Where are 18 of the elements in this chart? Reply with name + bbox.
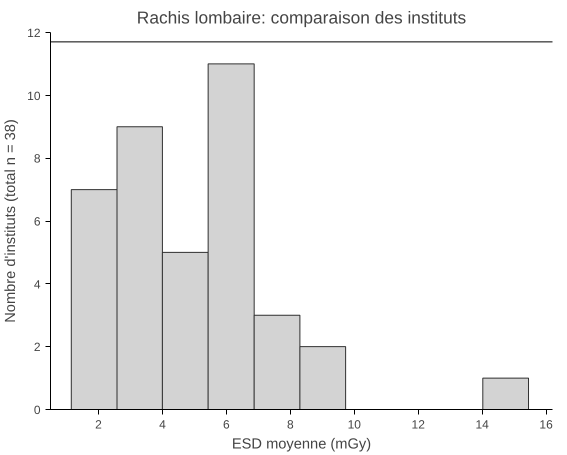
x-tick-label: 2 [95, 418, 102, 432]
x-tick-label: 16 [539, 418, 554, 432]
chart-title: Rachis lombaire: comparaison des instituts [136, 8, 467, 28]
y-tick-label: 2 [34, 340, 41, 354]
y-tick-label: 10 [27, 88, 41, 103]
x-tick-label: 10 [348, 418, 362, 432]
x-tick-label: 6 [223, 418, 230, 432]
y-tick-label: 4 [34, 277, 41, 292]
y-tick-label: 12 [27, 26, 41, 40]
x-tick-label: 4 [159, 418, 166, 432]
y-axis-title: Nombre d'instituts (total n = 38) [3, 119, 20, 323]
y-tick-label: 6 [34, 214, 41, 228]
x-axis-title: ESD moyenne (mGy) [232, 436, 372, 452]
x-tick-label: 8 [286, 418, 294, 432]
x-tick-label: 14 [475, 418, 490, 432]
y-tick-label: 8 [34, 152, 41, 166]
y-tick-label: 0 [34, 403, 41, 417]
x-tick-label: 12 [412, 418, 426, 432]
